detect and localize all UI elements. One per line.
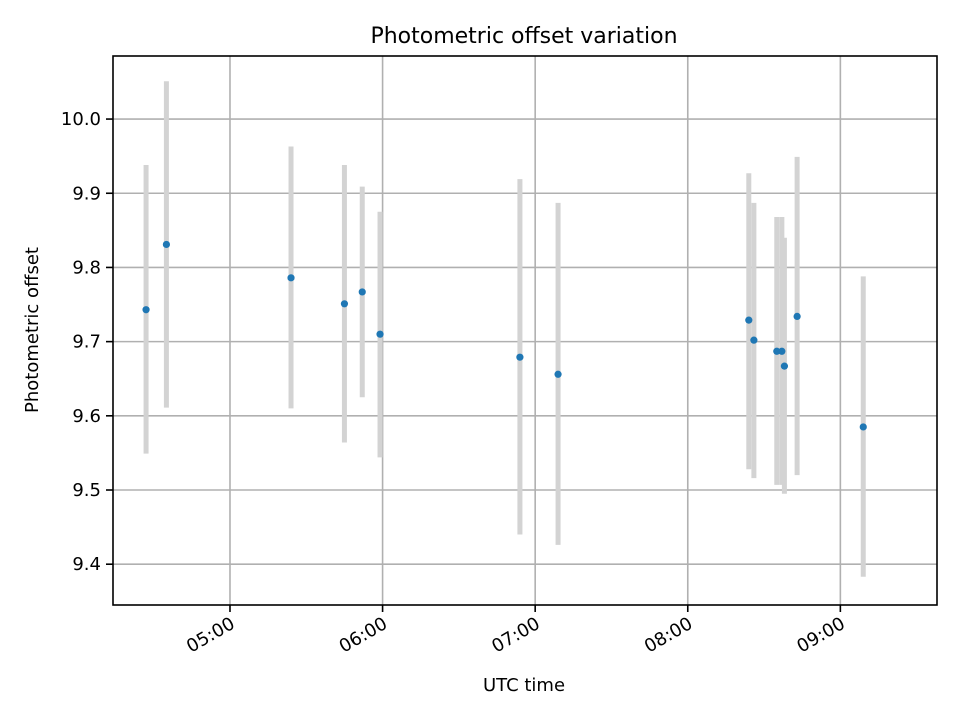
y-tick-label: 9.5 xyxy=(72,480,101,501)
data-point xyxy=(859,423,867,431)
data-point xyxy=(554,370,562,378)
data-point xyxy=(162,240,171,249)
data-point xyxy=(773,347,781,355)
data-point xyxy=(778,347,786,355)
data-point xyxy=(340,300,349,308)
y-tick-label: 9.6 xyxy=(72,406,101,427)
y-tick-label: 10.0 xyxy=(61,109,101,130)
x-axis-label: UTC time xyxy=(483,675,565,696)
data-point xyxy=(745,316,753,324)
data-point xyxy=(142,306,150,314)
y-tick-label: 9.8 xyxy=(72,257,101,278)
y-tick-label: 9.4 xyxy=(72,554,101,575)
chart-title: Photometric offset variation xyxy=(370,24,677,49)
data-point xyxy=(358,288,366,296)
y-tick-label: 9.7 xyxy=(72,332,101,353)
y-tick-label: 9.9 xyxy=(72,183,101,204)
data-point xyxy=(287,274,295,282)
data-point xyxy=(750,336,758,344)
y-axis-ticks: 9.4 9.5 9.6 9.7 9.8 9.9 10.0 xyxy=(61,109,113,575)
data-point xyxy=(376,330,384,338)
data-points xyxy=(142,240,867,431)
data-point xyxy=(516,353,524,361)
grid xyxy=(113,56,937,605)
y-axis-label: Photometric offset xyxy=(22,247,43,413)
data-point xyxy=(793,312,801,321)
plot-frame xyxy=(112,55,938,606)
data-point xyxy=(780,362,789,370)
